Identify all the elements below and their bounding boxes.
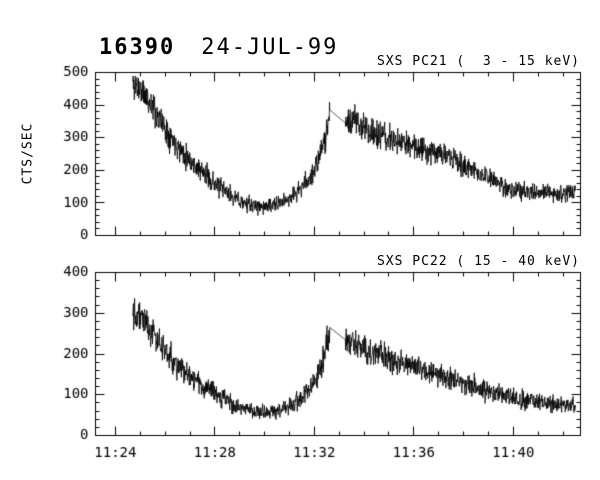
observation-date: 24-JUL-99 bbox=[201, 35, 339, 60]
panel1-title: SXS PC21 ( 3 - 15 keV) bbox=[376, 54, 580, 69]
panel2-title: SXS PC22 ( 15 - 40 keV) bbox=[376, 254, 580, 269]
page-header: 16390 24-JUL-99 bbox=[38, 10, 338, 85]
panel1-y-axis-label: CTS/SEC bbox=[20, 122, 36, 185]
observation-id: 16390 bbox=[98, 35, 176, 60]
